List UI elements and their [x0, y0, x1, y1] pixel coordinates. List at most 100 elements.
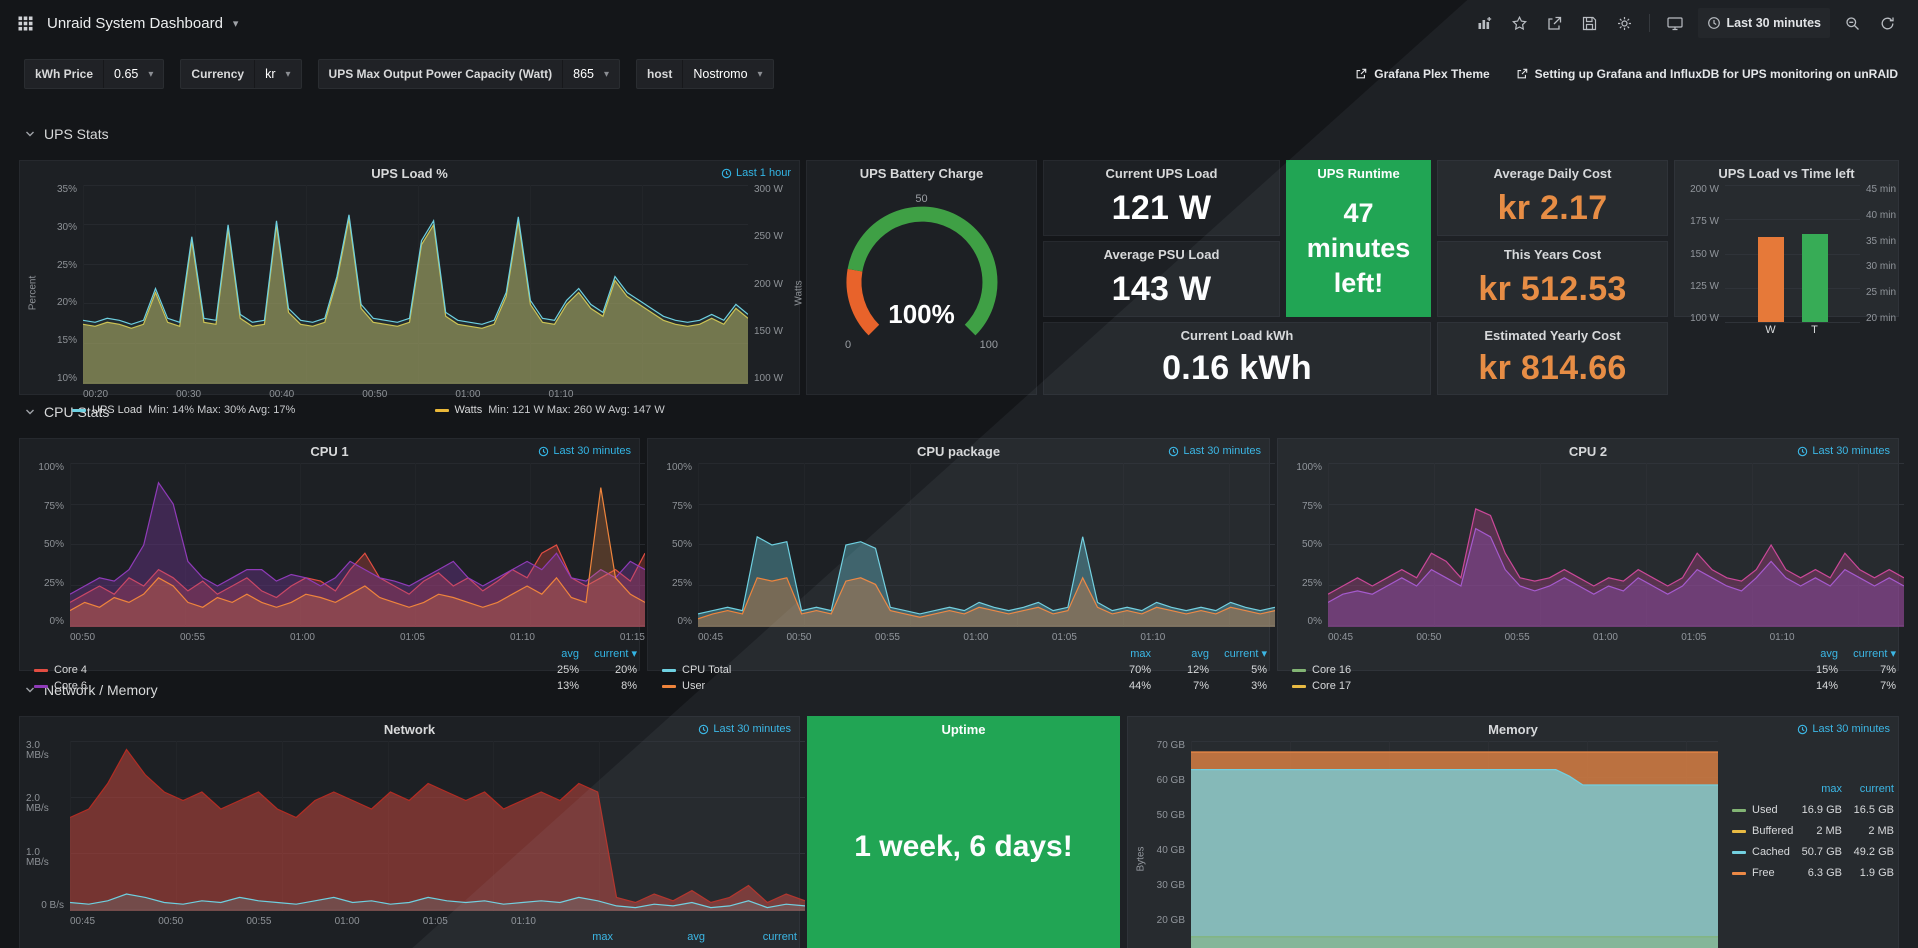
row-header-ups-stats[interactable]: UPS Stats	[24, 126, 109, 142]
plot-area: 00:45 00:50 00:55 01:00 01:05 01:10	[70, 741, 805, 927]
y-tick-label: 100%	[38, 462, 64, 473]
panel-time-range[interactable]: Last 30 minutes	[698, 723, 791, 735]
legend-column-header[interactable]: max	[1130, 647, 1151, 660]
row-title: UPS Stats	[44, 126, 109, 142]
settings-button[interactable]	[1608, 8, 1641, 38]
y-tick-label: 40 GB	[1156, 845, 1185, 856]
legend-column-header[interactable]: avg	[1820, 647, 1838, 660]
y-tick-label: 20 GB	[1156, 915, 1185, 926]
legend-value: 44%	[1128, 680, 1151, 692]
variable-current-value: 0.65	[114, 67, 139, 81]
legend-column-header[interactable]: current ▾	[1853, 648, 1896, 660]
y-tick-label: 20 min	[1866, 312, 1897, 324]
panel-time-range[interactable]: Last 30 minutes	[1797, 723, 1890, 735]
legend-series-label[interactable]: Watts	[454, 404, 483, 416]
panel-title[interactable]: UPS Load vs Time left	[1718, 166, 1855, 181]
legend-column-header[interactable]: max	[592, 931, 613, 943]
legend-column-header[interactable]: current	[762, 931, 797, 943]
panel-cpu-1: CPU 1 Last 30 minutes 100% 75% 50% 25% 0% 00:…	[19, 438, 645, 692]
panel-title[interactable]: CPU package	[916, 444, 1001, 459]
variable-value-dropdown[interactable]: 865 ▾	[563, 60, 619, 88]
zoom-out-button[interactable]	[1836, 8, 1869, 38]
panel-title[interactable]: Network	[383, 722, 436, 737]
network-graph: 3.0 MB/s 2.0 MB/s 1.0 MB/s 0 B/s 00:45 00:50 0…	[26, 741, 805, 948]
legend-column-header[interactable]: current	[1859, 783, 1894, 795]
series-line-user	[698, 576, 1275, 620]
panel-title[interactable]: CPU 2	[1568, 444, 1608, 459]
row-title: Network / Memory	[44, 682, 158, 698]
cycle-view-button[interactable]	[1658, 8, 1692, 38]
row-header-cpu-stats[interactable]: CPU Stats	[24, 404, 109, 420]
panel-time-range[interactable]: Last 30 minutes	[1168, 445, 1261, 457]
panel-title[interactable]: CPU 1	[310, 444, 349, 459]
legend-series-color	[434, 408, 449, 412]
panel-title[interactable]: This Years Cost	[1503, 247, 1602, 262]
legend-value: 70%	[1128, 664, 1151, 676]
chevron-down-icon: ▾	[757, 68, 763, 80]
variable-value-dropdown[interactable]: Nostromo ▾	[683, 60, 772, 88]
stat-value: kr 512.53	[1478, 269, 1627, 308]
panel-title[interactable]: Uptime	[941, 722, 986, 737]
row-title: CPU Stats	[44, 404, 110, 420]
gauge-max-label: 100	[979, 339, 998, 351]
legend-series-label[interactable]: Core 16	[1312, 664, 1352, 676]
x-tick-label: 01:00	[289, 632, 315, 643]
panel-ups-load-graph: UPS Load % Last 1 hour Percent 35% 30% 25% 2…	[19, 160, 804, 416]
bar-axis-right: 45 min 40 min 35 min 30 min 25 min 20 min	[1860, 185, 1904, 340]
row-header-network-memory[interactable]: Network / Memory	[24, 682, 158, 698]
share-button[interactable]	[1538, 8, 1571, 38]
save-button[interactable]	[1573, 8, 1606, 38]
chevron-down-icon: ▾	[148, 68, 154, 80]
legend-series-label[interactable]: Core 6	[54, 680, 88, 692]
legend-series-label[interactable]: Cached	[1752, 846, 1790, 858]
panel-time-range[interactable]: Last 30 minutes	[538, 445, 631, 457]
panel-time-range[interactable]: Last 30 minutes	[1797, 445, 1890, 457]
legend-series-label[interactable]: Core 17	[1312, 680, 1352, 692]
y-tick-label: 25%	[56, 259, 77, 271]
dashboard-title[interactable]: Unraid System Dashboard	[47, 14, 223, 32]
legend-series-label[interactable]: Free	[1752, 867, 1775, 879]
panel-title[interactable]: UPS Load %	[371, 166, 448, 181]
legend-value: 13%	[556, 680, 579, 692]
legend-series-label[interactable]: CPU Total	[682, 664, 732, 676]
legend-series-label[interactable]: User	[682, 680, 706, 692]
legend-column-header[interactable]: avg	[687, 931, 705, 943]
dashboard-link[interactable]: Grafana Plex Theme	[1355, 67, 1490, 81]
panel-title[interactable]: UPS Battery Charge	[859, 166, 984, 181]
legend-column-header[interactable]: current ▾	[1224, 648, 1267, 660]
panel-time-range[interactable]: Last 1 hour	[721, 167, 791, 179]
variable-label: UPS Max Output Power Capacity (Watt)	[319, 60, 564, 88]
series-fill-UPS Load	[83, 214, 748, 384]
panel-title[interactable]: Current Load kWh	[1180, 328, 1294, 343]
legend-column-header[interactable]: avg	[561, 647, 579, 660]
legend-column-header[interactable]: current ▾	[594, 648, 637, 660]
legend-series-label[interactable]: Used	[1752, 804, 1778, 816]
legend-column-header[interactable]: max	[1821, 783, 1842, 795]
grid-line	[1725, 287, 1860, 289]
legend-column-header[interactable]: avg	[1191, 647, 1209, 660]
panel-title[interactable]: Average Daily Cost	[1493, 166, 1612, 181]
panel-title[interactable]: UPS Runtime	[1317, 166, 1400, 181]
variable-value-dropdown[interactable]: 0.65 ▾	[104, 60, 163, 88]
panel-title[interactable]: Estimated Yearly Cost	[1484, 328, 1621, 343]
star-button[interactable]	[1503, 8, 1536, 38]
variable-value-dropdown[interactable]: kr ▾	[255, 60, 300, 88]
y-tick-label: 100%	[666, 462, 692, 473]
panel-title[interactable]: Average PSU Load	[1103, 247, 1220, 262]
legend-series-label[interactable]: Core 4	[54, 664, 88, 676]
graph-body: 3.0 MB/s 2.0 MB/s 1.0 MB/s 0 B/s 00:45 00:50 0…	[26, 741, 805, 927]
panel-average-daily-cost: Average Daily Cost kr 2.17	[1437, 160, 1668, 236]
stat-value: 121 W	[1111, 188, 1212, 227]
apps-grid-icon[interactable]	[14, 16, 37, 31]
y-tick-label: 40 min	[1866, 209, 1897, 221]
legend-series-label[interactable]: UPS Load	[92, 404, 143, 416]
panel-title[interactable]: Memory	[1488, 722, 1538, 737]
legend-series-label[interactable]: Buffered	[1752, 825, 1794, 837]
y-tick-label: 250 W	[754, 231, 783, 243]
refresh-button[interactable]	[1871, 8, 1904, 38]
add-panel-button[interactable]	[1468, 8, 1501, 38]
time-picker-button[interactable]: Last 30 minutes	[1697, 8, 1830, 38]
panel-title[interactable]: Current UPS Load	[1105, 166, 1218, 181]
x-tick-label: 00:45	[70, 916, 96, 927]
dashboard-link[interactable]: Setting up Grafana and InfluxDB for UPS …	[1516, 67, 1898, 81]
